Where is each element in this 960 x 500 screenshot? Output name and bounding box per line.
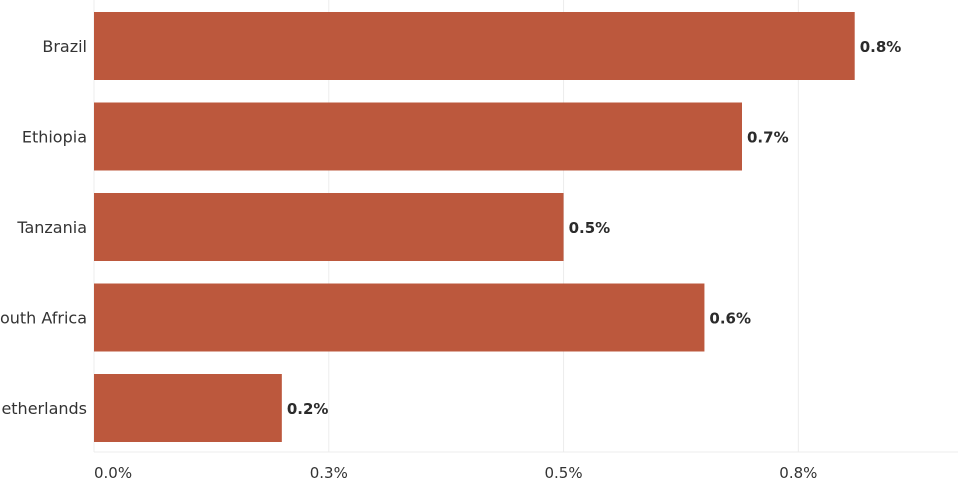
x-axis-tick-labels: 0.0% 0.3% 0.5% 0.8%	[94, 464, 817, 482]
value-label: 0.2%	[287, 400, 329, 418]
x-tick-label: 0.5%	[545, 464, 583, 482]
bar	[94, 12, 855, 80]
category-labels: Brazil Ethiopia Tanzania South Africa Nether…	[0, 37, 87, 418]
value-label: 0.7%	[747, 129, 789, 147]
value-label: 0.5%	[569, 219, 611, 237]
category-label: South Africa	[0, 309, 87, 328]
category-label: Tanzania	[16, 218, 87, 237]
value-label: 0.6%	[709, 310, 751, 328]
x-tick-label: 0.0%	[94, 464, 132, 482]
category-label: Netherlands	[0, 399, 87, 418]
x-tick-label: 0.8%	[779, 464, 817, 482]
value-label: 0.8%	[860, 38, 902, 56]
bar	[94, 102, 742, 171]
bar	[94, 374, 282, 442]
x-tick-label: 0.3%	[310, 464, 348, 482]
category-label: Brazil	[42, 37, 87, 56]
value-labels: 0.8% 0.7% 0.5% 0.6% 0.2%	[287, 38, 901, 418]
bars	[94, 12, 855, 442]
category-label: Ethiopia	[22, 128, 87, 147]
bar	[94, 193, 564, 261]
bar	[94, 283, 705, 352]
